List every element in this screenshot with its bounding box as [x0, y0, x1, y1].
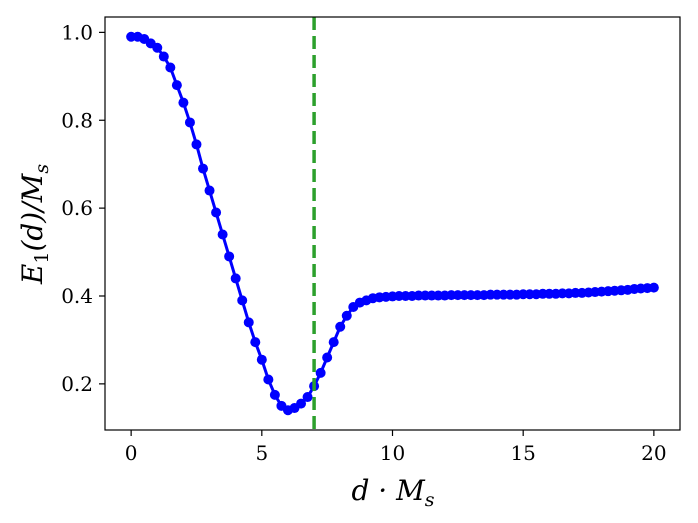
- data-point: [178, 97, 189, 108]
- x-tick-label: 0: [125, 441, 138, 465]
- data-point: [269, 389, 280, 400]
- data-point: [335, 321, 346, 332]
- data-point: [211, 207, 222, 218]
- y-tick-label: 0.8: [61, 108, 93, 132]
- data-point: [296, 398, 307, 409]
- axes-frame: [104, 16, 681, 431]
- plot-content: [126, 17, 659, 430]
- y-axis-ticks: 0.2 0.4 0.6 0.8 1.0: [61, 20, 105, 396]
- x-axis-label: d · Ms: [351, 474, 434, 511]
- data-point: [648, 282, 659, 293]
- y-axis-label-subscript-2: s: [31, 164, 53, 174]
- y-axis-label-main: E: [16, 264, 49, 285]
- data-point: [165, 62, 176, 73]
- x-tick-label: 15: [510, 441, 535, 465]
- y-tick-label: 0.4: [61, 284, 93, 308]
- data-point: [263, 374, 274, 385]
- x-axis-label-main: d · M: [351, 474, 426, 507]
- x-tick-label: 5: [255, 441, 268, 465]
- x-axis-label-subscript: s: [425, 489, 435, 511]
- data-point: [204, 185, 215, 196]
- data-point: [256, 354, 267, 365]
- data-point: [230, 273, 241, 284]
- data-point: [322, 352, 333, 363]
- data-point: [315, 367, 326, 378]
- y-tick-label: 0.6: [61, 196, 93, 220]
- y-tick-label: 0.2: [61, 372, 93, 396]
- y-axis-label: E1(d)/Ms: [16, 164, 53, 285]
- data-point: [224, 251, 235, 262]
- data-point: [152, 42, 163, 53]
- data-point: [328, 337, 339, 348]
- x-tick-label: 20: [641, 441, 666, 465]
- data-point: [250, 337, 261, 348]
- x-axis-ticks: 0 5 10 15 20: [125, 430, 667, 465]
- data-point: [217, 229, 228, 240]
- data-point: [302, 392, 313, 403]
- data-point: [237, 295, 248, 306]
- data-point: [198, 163, 209, 174]
- data-point: [171, 80, 182, 91]
- y-axis-label-mid: (d)/M: [16, 172, 49, 251]
- data-point: [158, 51, 169, 62]
- x-tick-label: 10: [380, 441, 405, 465]
- series-line: [131, 35, 654, 412]
- data-point: [191, 139, 202, 150]
- y-axis-label-subscript-1: 1: [31, 252, 53, 264]
- data-point: [243, 317, 254, 328]
- data-point: [184, 117, 195, 128]
- y-tick-label: 1.0: [61, 20, 93, 44]
- data-point: [341, 310, 352, 321]
